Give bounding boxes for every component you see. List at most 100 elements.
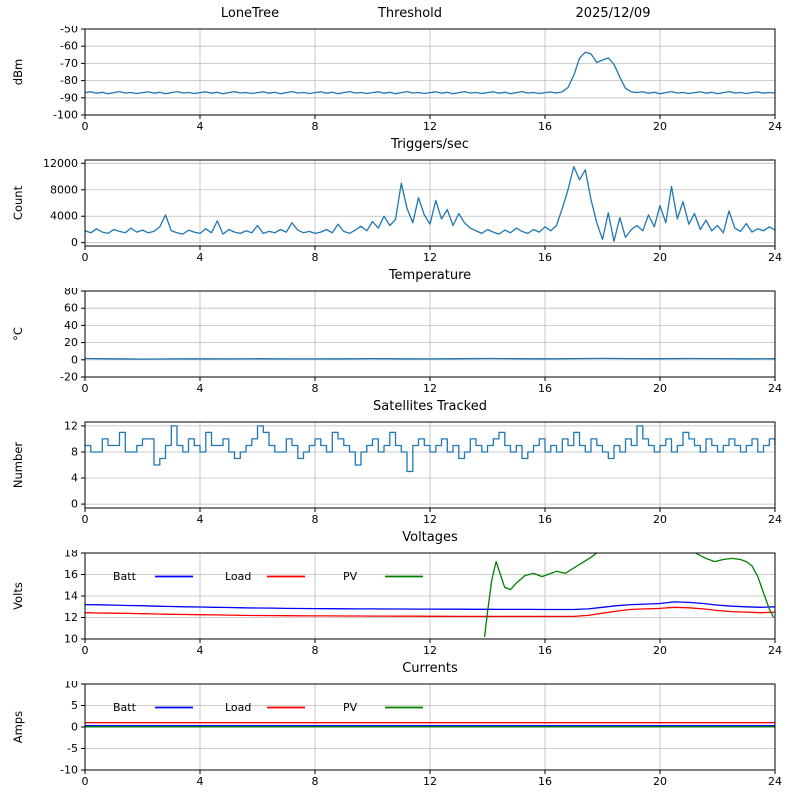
signal-strength-chart-block: LoneTree Threshold 2025/12/09 0 4 8 12 16 20 2… — [0, 5, 800, 136]
svg-text:20: 20 — [653, 775, 667, 788]
svg-text:24: 24 — [768, 644, 782, 657]
svg-text:4: 4 — [197, 251, 204, 264]
svg-text:12: 12 — [423, 251, 437, 264]
svg-text:0: 0 — [82, 644, 89, 657]
svg-text:8: 8 — [312, 513, 319, 526]
svg-text:20: 20 — [653, 120, 667, 133]
svg-text:4: 4 — [71, 472, 78, 485]
triggers-title-label: Triggers/sec — [391, 137, 469, 152]
signal-chart-title: LoneTree Threshold 2025/12/09 — [0, 5, 800, 26]
svg-text:Volts: Volts — [11, 582, 25, 610]
svg-text:8: 8 — [312, 251, 319, 264]
svg-text:PV: PV — [343, 570, 358, 583]
temperature-plot: 0 4 8 12 16 20 24 -20 0 20 40 60 80 °C — [11, 288, 782, 395]
svg-text:°C: °C — [11, 327, 25, 341]
svg-text:0: 0 — [71, 498, 78, 511]
svg-text:12000: 12000 — [43, 157, 78, 170]
svg-text:16: 16 — [538, 775, 552, 788]
svg-text:Number: Number — [11, 442, 25, 488]
svg-text:12: 12 — [423, 513, 437, 526]
svg-text:dBm: dBm — [11, 59, 25, 85]
satellites-chart-title: Satellites Tracked — [0, 398, 800, 419]
triggers-chart-title: Triggers/sec — [0, 136, 800, 157]
svg-text:16: 16 — [538, 644, 552, 657]
svg-text:Batt: Batt — [113, 701, 137, 714]
svg-text:12: 12 — [423, 120, 437, 133]
satellites-plot: 0 4 8 12 16 20 24 0 4 8 12 Number — [11, 419, 782, 526]
svg-text:10: 10 — [64, 681, 78, 691]
voltages-title-label: Voltages — [402, 530, 458, 545]
svg-text:20: 20 — [653, 644, 667, 657]
triggers-plot: 0 4 8 12 16 20 24 0 4000 8000 12000 Count — [11, 157, 782, 264]
svg-text:-10: -10 — [60, 764, 78, 777]
svg-text:Batt: Batt — [113, 570, 137, 583]
svg-text:4: 4 — [197, 513, 204, 526]
svg-text:20: 20 — [653, 251, 667, 264]
svg-text:Count: Count — [11, 185, 25, 220]
svg-text:80: 80 — [64, 288, 78, 298]
svg-text:16: 16 — [538, 120, 552, 133]
svg-text:0: 0 — [82, 775, 89, 788]
svg-text:8000: 8000 — [50, 183, 78, 196]
svg-text:-80: -80 — [60, 74, 78, 87]
currents-title-label: Currents — [402, 661, 458, 676]
satellites-chart-block: Satellites Tracked 0 4 8 12 16 20 24 0 4 8 12 Numbe… — [0, 398, 800, 529]
currents-chart-title: Currents — [0, 660, 800, 681]
voltages-plot: 0 4 8 12 16 20 24 10 12 14 16 18 Volts Batt Load PV — [11, 550, 782, 657]
svg-text:0: 0 — [82, 120, 89, 133]
svg-text:0: 0 — [71, 721, 78, 734]
svg-text:-100: -100 — [53, 109, 78, 122]
svg-text:Load: Load — [225, 701, 251, 714]
svg-text:24: 24 — [768, 775, 782, 788]
svg-text:20: 20 — [653, 382, 667, 395]
svg-text:8: 8 — [312, 120, 319, 133]
svg-text:-70: -70 — [60, 57, 78, 70]
temperature-chart-block: Temperature 0 4 8 12 16 20 24 -20 0 20 40 60 80 °C — [0, 267, 800, 398]
svg-text:24: 24 — [768, 513, 782, 526]
svg-text:40: 40 — [64, 319, 78, 332]
satellites-title-label: Satellites Tracked — [373, 399, 487, 414]
currents-plot: 0 4 8 12 16 20 24 -10 -5 0 5 10 Amps Batt Load PV — [11, 681, 782, 788]
temperature-chart-title: Temperature — [0, 267, 800, 288]
svg-text:20: 20 — [64, 336, 78, 349]
temperature-title-label: Temperature — [388, 268, 472, 283]
svg-text:-20: -20 — [60, 371, 78, 384]
svg-text:24: 24 — [768, 382, 782, 395]
svg-text:18: 18 — [64, 550, 78, 560]
svg-text:12: 12 — [423, 775, 437, 788]
svg-text:8: 8 — [71, 445, 78, 458]
svg-text:8: 8 — [312, 644, 319, 657]
svg-text:-60: -60 — [60, 40, 78, 53]
svg-text:12: 12 — [423, 382, 437, 395]
signal-strength-plot: 0 4 8 12 16 20 24 -100 -90 -80 -70 -60 -50 dBm — [11, 26, 782, 133]
svg-text:8: 8 — [312, 382, 319, 395]
svg-text:4: 4 — [197, 120, 204, 133]
svg-text:16: 16 — [64, 568, 78, 581]
svg-text:0: 0 — [82, 382, 89, 395]
date-label: 2025/12/09 — [575, 6, 651, 21]
station-name-label: LoneTree — [220, 6, 280, 21]
threshold-label: Threshold — [377, 6, 443, 21]
svg-text:4: 4 — [197, 382, 204, 395]
svg-text:0: 0 — [71, 236, 78, 249]
svg-text:Load: Load — [225, 570, 251, 583]
svg-text:PV: PV — [343, 701, 358, 714]
svg-text:24: 24 — [768, 120, 782, 133]
currents-chart-block: Currents 0 4 8 12 16 20 24 -10 -5 0 5 10 Amps Batt Loa… — [0, 660, 800, 791]
voltages-chart-block: Voltages 0 4 8 12 16 20 24 10 12 14 16 18 Volts Batt L… — [0, 529, 800, 660]
svg-text:14: 14 — [64, 590, 78, 603]
svg-text:-50: -50 — [60, 26, 78, 36]
svg-text:12: 12 — [64, 419, 78, 432]
svg-text:4000: 4000 — [50, 210, 78, 223]
svg-text:10: 10 — [64, 633, 78, 646]
svg-text:4: 4 — [197, 775, 204, 788]
svg-text:5: 5 — [71, 699, 78, 712]
svg-text:0: 0 — [82, 513, 89, 526]
svg-text:0: 0 — [82, 251, 89, 264]
svg-text:60: 60 — [64, 302, 78, 315]
svg-text:20: 20 — [653, 513, 667, 526]
svg-text:0: 0 — [71, 353, 78, 366]
svg-text:16: 16 — [538, 251, 552, 264]
svg-text:Amps: Amps — [11, 711, 25, 743]
